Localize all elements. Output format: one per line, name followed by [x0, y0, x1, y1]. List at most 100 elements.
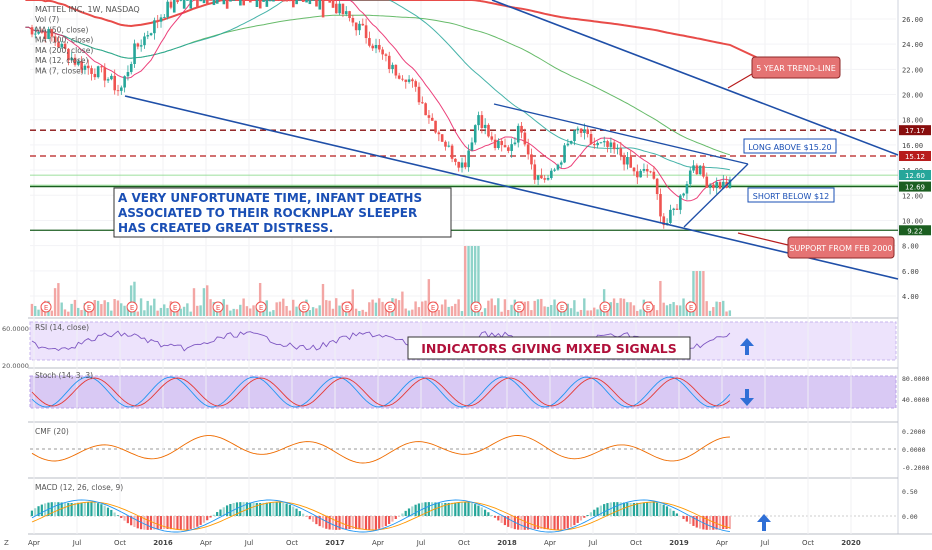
candle: [487, 123, 490, 138]
volume-bar: [209, 299, 212, 316]
candle: [543, 174, 547, 183]
triangle-top-line[interactable]: [493, 103, 749, 165]
volume-bar: [589, 310, 593, 316]
candle: [718, 180, 722, 190]
macd-histogram-bar: [371, 516, 374, 530]
volume-bar: [579, 309, 583, 316]
macd-histogram-bar: [239, 502, 242, 516]
earnings-marker[interactable]: E: [685, 301, 697, 313]
volume-bar: [96, 300, 100, 316]
volume-bar: [645, 310, 649, 316]
candle: [563, 142, 566, 164]
trend-line-lower-channel[interactable]: [124, 95, 899, 280]
label-short-below[interactable]: SHORT BELOW $12: [747, 187, 835, 203]
macd-histogram-bar: [533, 516, 536, 530]
svg-text:E: E: [173, 304, 177, 312]
cmf-title: CMF (20): [35, 427, 69, 436]
symbol-title: MATTEL INC, 1W, NASDAQ: [35, 5, 140, 14]
indicators-note[interactable]: INDICATORS GIVING MIXED SIGNALS: [407, 336, 691, 360]
volume-bar: [609, 302, 612, 316]
macd-histogram-bar: [695, 516, 698, 528]
macd-histogram-bar: [308, 516, 311, 520]
macd-histogram-bar: [116, 515, 120, 516]
earnings-marker[interactable]: E: [642, 301, 654, 313]
candle: [368, 31, 371, 48]
callout-support-feb2000[interactable]: SUPPORT FROM FEB 2000: [787, 236, 895, 259]
macd-histogram-bar: [560, 516, 563, 530]
candle: [632, 167, 636, 176]
earnings-marker[interactable]: E: [212, 301, 224, 313]
candle: [34, 27, 37, 39]
earnings-marker[interactable]: E: [513, 301, 525, 313]
volume-bar: [682, 298, 685, 316]
svg-text:E: E: [388, 304, 392, 312]
macd-histogram-bar: [417, 503, 421, 516]
trend-line-upper-channel[interactable]: [491, 0, 899, 156]
earnings-marker[interactable]: E: [599, 301, 611, 313]
candle: [378, 38, 381, 53]
macd-histogram-bar: [414, 504, 417, 516]
earnings-marker[interactable]: E: [341, 301, 353, 313]
earnings-marker[interactable]: E: [427, 301, 439, 313]
earnings-marker[interactable]: E: [255, 301, 267, 313]
price-tick-label: 22.00: [902, 66, 923, 74]
earnings-marker[interactable]: E: [384, 301, 396, 313]
volume-bar: [493, 305, 497, 316]
price-level-tag-text: 15.12: [905, 153, 925, 161]
macd-histogram-bar: [80, 502, 83, 516]
volume-bar: [437, 309, 440, 316]
price-tick-label: 6.00: [902, 268, 919, 276]
earnings-marker[interactable]: E: [126, 301, 138, 313]
candle: [103, 63, 107, 88]
volume-bar: [199, 305, 202, 316]
macd-histogram-bar: [199, 516, 202, 525]
macd-histogram-bar: [103, 505, 106, 516]
candle: [401, 75, 404, 82]
earnings-marker[interactable]: E: [83, 301, 95, 313]
macd-histogram-bar: [130, 516, 133, 526]
macd-histogram-bar: [546, 516, 550, 530]
macd-histogram-bar: [179, 516, 182, 530]
study-line: MA (100, close): [35, 36, 93, 45]
volume-bar: [50, 310, 53, 316]
macd-histogram-bar: [73, 502, 77, 516]
macd-histogram-bar: [460, 502, 464, 516]
main-note[interactable]: A VERY UNFORTUNATE TIME, INFANT DEATHS A…: [113, 187, 452, 238]
volume-bar: [685, 305, 689, 316]
macd-histogram-bar: [30, 510, 34, 516]
candle: [477, 111, 480, 131]
candle: [83, 64, 87, 75]
earnings-marker[interactable]: E: [169, 301, 181, 313]
earnings-marker[interactable]: E: [40, 301, 52, 313]
macd-histogram-bar: [536, 516, 540, 530]
candle: [540, 168, 543, 180]
label-long-above[interactable]: LONG ABOVE $15.20: [743, 138, 837, 154]
callout-5yr-trendline[interactable]: 5 YEAR TREND-LINE: [751, 56, 841, 79]
earnings-marker[interactable]: E: [556, 301, 568, 313]
earnings-marker[interactable]: E: [470, 301, 482, 313]
volume-bar: [249, 308, 252, 316]
volume-bar: [417, 307, 421, 316]
candle: [384, 53, 388, 62]
candle: [209, 0, 212, 1]
time-tick-label: Jul: [416, 539, 426, 547]
candle: [106, 77, 110, 83]
macd-histogram-bar: [497, 516, 500, 521]
macd-histogram-bar: [149, 516, 153, 530]
volume-bar: [292, 299, 295, 316]
triangle-bottom-line[interactable]: [683, 163, 749, 228]
candle: [196, 0, 199, 8]
candle: [662, 213, 666, 229]
macd-histogram-bar: [156, 516, 159, 530]
macd-histogram-bar: [583, 516, 586, 518]
price-tick-label: 20.00: [902, 92, 923, 100]
study-line: MA (12, close): [35, 56, 89, 65]
candle: [268, 0, 272, 2]
candle: [722, 175, 725, 190]
candle: [143, 32, 146, 49]
volume-bar: [546, 306, 550, 316]
earnings-marker[interactable]: E: [298, 301, 310, 313]
macd-histogram-bar: [652, 502, 655, 516]
macd-histogram-bar: [202, 516, 206, 523]
